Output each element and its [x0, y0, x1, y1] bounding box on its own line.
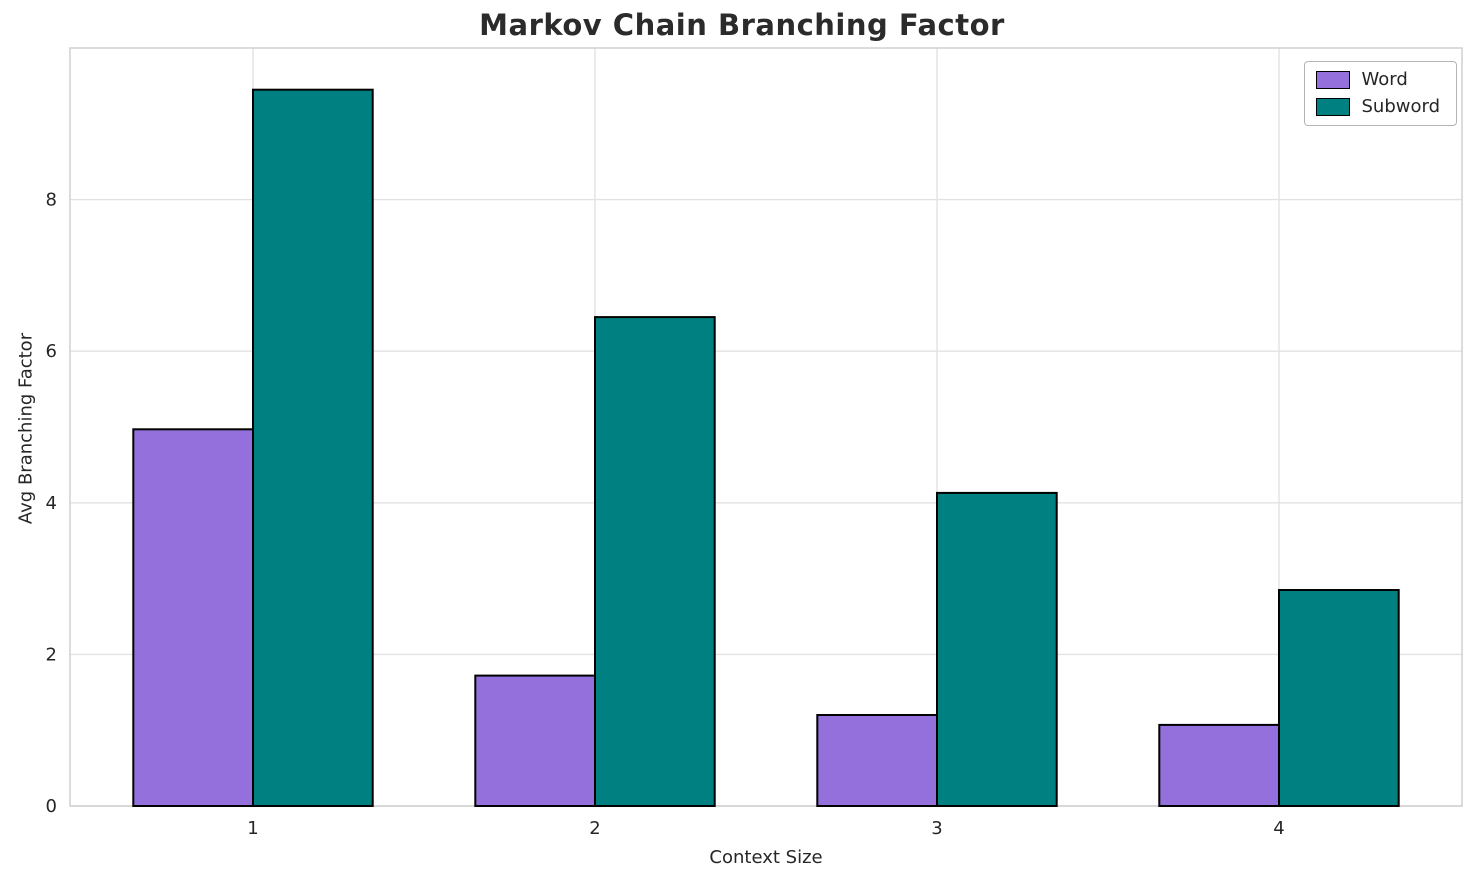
- plot-border: [69, 47, 1463, 807]
- x-tick-label: 2: [589, 818, 600, 839]
- y-tick-label: 4: [46, 493, 57, 514]
- bar-word-ctx2: [474, 674, 596, 807]
- x-tick-label: 4: [1273, 818, 1284, 839]
- legend-label-subword: Subword: [1361, 96, 1440, 117]
- y-tick-label: 6: [46, 341, 57, 362]
- x-axis-label: Context Size: [709, 847, 823, 868]
- bar-word-ctx4: [1158, 723, 1281, 808]
- legend: Word Subword: [1304, 61, 1457, 126]
- bar-word-ctx1: [132, 428, 254, 807]
- legend-label-word: Word: [1361, 69, 1408, 90]
- bar-subword-ctx2: [594, 316, 716, 807]
- legend-swatch-subword: [1316, 98, 1351, 116]
- x-tick-label: 1: [247, 818, 258, 839]
- legend-item-subword: Subword: [1316, 98, 1440, 116]
- chart-title: Markov Chain Branching Factor: [479, 8, 1005, 42]
- bar-subword-ctx4: [1278, 589, 1400, 807]
- y-tick-label: 8: [46, 190, 57, 211]
- legend-swatch-word: [1316, 71, 1351, 89]
- y-tick-label: 2: [46, 644, 57, 665]
- x-tick-label: 3: [931, 818, 942, 839]
- y-tick-label: 0: [46, 796, 57, 817]
- bar-subword-ctx3: [936, 491, 1058, 807]
- bar-subword-ctx1: [252, 88, 374, 807]
- legend-item-word: Word: [1316, 71, 1440, 89]
- bar-word-ctx3: [816, 714, 938, 807]
- y-axis-label: Avg Branching Factor: [15, 332, 37, 525]
